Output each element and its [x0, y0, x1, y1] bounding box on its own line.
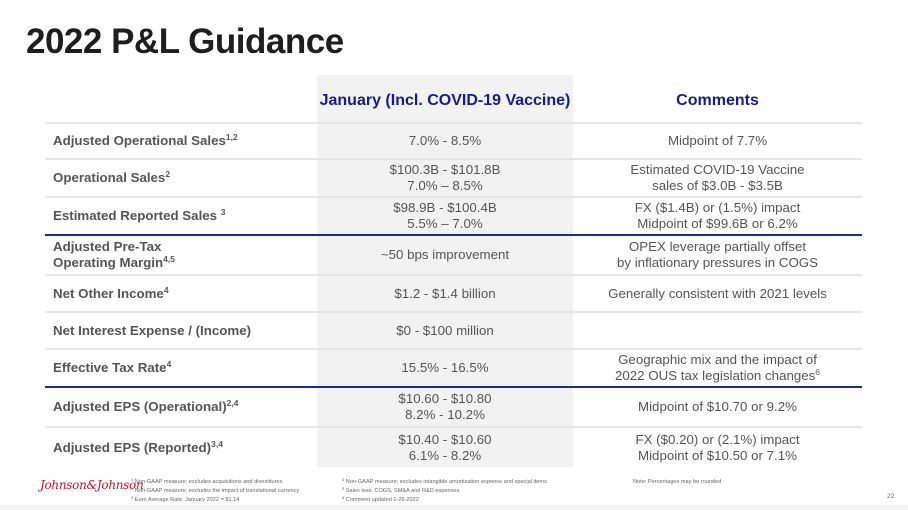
table-row: Adjusted Pre-Tax Operating Margin4,5 ~50 …	[45, 235, 862, 276]
comment-cell: Midpoint of 7.7%	[573, 123, 862, 160]
header-guidance: January (Incl. COVID-19 Vaccine)	[317, 75, 573, 124]
table-row: Adjusted EPS (Reported)3,4 $10.40 - $10.…	[45, 427, 862, 467]
guidance-cell: $1.2 - $1.4 billion	[317, 275, 573, 313]
comment-cell: OPEX leverage partially offset by inflati…	[573, 235, 862, 276]
metric-cell: Effective Tax Rate4	[45, 349, 317, 388]
comment-cell: Estimated COVID-19 Vaccine sales of $3.0B…	[573, 159, 862, 198]
guidance-cell: $98.9B - $100.4B 5.5% – 7.0%	[317, 197, 573, 236]
guidance-cell: $10.40 - $10.60 6.1% - 8.2%	[398, 431, 492, 463]
footnote: 4 Non-GAAP measure; excludes intangible …	[342, 477, 547, 486]
table-header-row: January (Incl. COVID-19 Vaccine) Comment…	[45, 75, 862, 124]
table-row: Estimated Reported Sales 3 $98.9B - $100…	[45, 197, 862, 236]
footnotes-column-2: 4 Non-GAAP measure; excludes intangible …	[342, 478, 547, 505]
footnote: 1 Non-GAAP measure; excludes acquisition…	[131, 477, 283, 486]
footnote: 5 Sales less: COGS, SM&A and R&D expense…	[342, 486, 460, 495]
footnote: 2 Non-GAAP measure; excludes the impact …	[131, 486, 300, 495]
table-row: Adjusted Operational Sales1,2 7.0% - 8.5…	[45, 123, 862, 160]
table-row: Adjusted EPS (Operational)2,4 $10.60 - $…	[45, 387, 862, 428]
header-metric	[45, 75, 317, 124]
metric-cell: Adjusted Operational Sales1,2	[45, 123, 317, 160]
guidance-table-container: January (Incl. COVID-19 Vaccine) Comment…	[45, 75, 862, 467]
footnote: 3 Euro Average Rate: January 2022 = $1.1…	[131, 495, 240, 504]
guidance-table: January (Incl. COVID-19 Vaccine) Comment…	[45, 75, 862, 467]
metric-cell: Adjusted Pre-Tax Operating Margin4,5	[45, 235, 317, 276]
page-number: 22	[887, 493, 895, 500]
comment-cell	[573, 312, 862, 350]
comment-cell: FX ($1.4B) or (1.5%) impact Midpoint of $…	[573, 197, 862, 236]
metric-cell: Adjusted EPS (Reported)3,4	[53, 438, 223, 455]
metric-cell: Operational Sales2	[45, 159, 317, 198]
header-comments: Comments	[573, 75, 862, 124]
comment-cell: FX ($0.20) or (2.1%) impact Midpoint of $…	[635, 431, 800, 463]
company-logo: Johnson&Johnson	[40, 478, 144, 492]
table-row: Operational Sales2 $100.3B - $101.8B 7.0%…	[45, 159, 862, 198]
table-row: Net Interest Expense / (Income) $0 - $10…	[45, 312, 862, 350]
guidance-cell: 7.0% - 8.5%	[317, 123, 573, 160]
guidance-cell: $0 - $100 million	[317, 312, 573, 350]
guidance-cell: 15.5% - 16.5%	[317, 349, 573, 388]
metric-cell: Estimated Reported Sales 3	[45, 197, 317, 236]
guidance-cell: $100.3B - $101.8B 7.0% – 8.5%	[317, 159, 573, 198]
rounding-note: Note: Percentages may be rounded	[633, 479, 722, 485]
metric-cell: Net Interest Expense / (Income)	[45, 312, 317, 350]
metric-cell: Net Other Income4	[45, 275, 317, 313]
footnotes-column-1: 1 Non-GAAP measure; excludes acquisition…	[131, 478, 299, 505]
page-title: 2022 P&L Guidance	[26, 22, 344, 61]
table-row: Effective Tax Rate4 15.5% - 16.5% Geogra…	[45, 349, 862, 388]
metric-cell: Adjusted EPS (Operational)2,4	[45, 387, 317, 428]
comment-cell: Midpoint of $10.70 or 9.2%	[573, 387, 862, 428]
footnote: 6 Comment updated 1-26-2022	[342, 495, 419, 504]
guidance-cell: ~50 bps improvement	[317, 235, 573, 276]
table-row: Net Other Income4 $1.2 - $1.4 billion Ge…	[45, 275, 862, 313]
comment-cell: Generally consistent with 2021 levels	[573, 275, 862, 313]
guidance-cell: $10.60 - $10.80 8.2% - 10.2%	[317, 387, 573, 428]
slide-bottom-edge	[0, 505, 908, 510]
comment-cell: Geographic mix and the impact of 2022 OUS…	[573, 349, 862, 388]
